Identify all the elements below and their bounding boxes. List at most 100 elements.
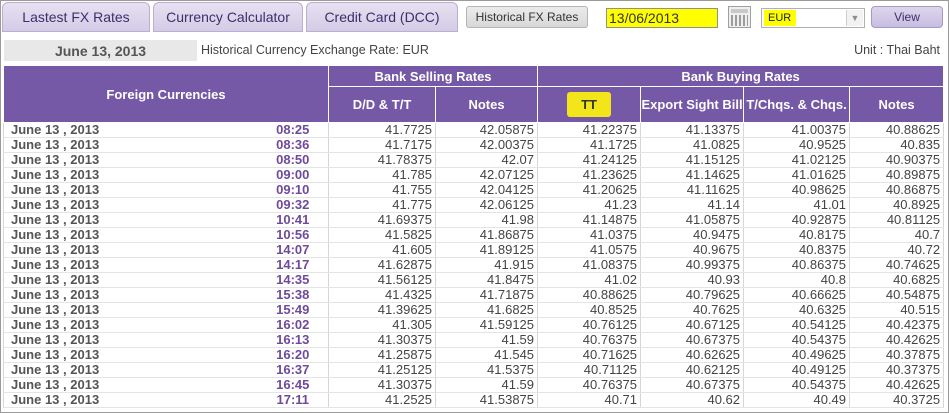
cell-export-sight-bill: 40.7625: [640, 302, 745, 318]
cell-dd-tt: 41.7175: [328, 137, 437, 153]
cell-time: 14:17: [257, 257, 330, 273]
cell-tchqs: 40.66625: [743, 287, 851, 303]
table-row: June 13 , 2013 14:35 41.56125 41.8475 41.02 4…: [3, 272, 945, 288]
cell-export-sight-bill: 40.67375: [640, 332, 745, 348]
cell-notes-selling: 41.59: [435, 377, 539, 393]
header-tt-label: TT: [567, 92, 611, 117]
cell-dd-tt: 41.5825: [328, 227, 437, 243]
table-row: June 13 , 2013 16:02 41.305 41.59125 40.7612…: [3, 317, 945, 333]
cell-date: June 13 , 2013: [3, 197, 258, 213]
cell-time: 10:41: [257, 212, 330, 228]
cell-notes-buying: 40.42625: [849, 377, 945, 393]
cell-export-sight-bill: 40.62125: [640, 362, 745, 378]
cell-dd-tt: 41.78375: [328, 152, 437, 168]
table-row: June 13 , 2013 08:50 41.78375 42.07 41.24125…: [3, 152, 945, 168]
header-bank-selling-rates: Bank Selling Rates: [328, 65, 539, 87]
cell-date: June 13 , 2013: [3, 257, 258, 273]
cell-dd-tt: 41.56125: [328, 272, 437, 288]
cell-tchqs: 40.9525: [743, 137, 851, 153]
cell-notes-buying: 40.3725: [849, 392, 945, 408]
cell-time: 09:10: [257, 182, 330, 198]
cell-export-sight-bill: 41.0825: [640, 137, 745, 153]
cell-date: June 13 , 2013: [3, 137, 258, 153]
cell-date: June 13 , 2013: [3, 332, 258, 348]
header-notes-buying: Notes: [849, 86, 945, 123]
cell-dd-tt: 41.69375: [328, 212, 437, 228]
cell-notes-selling: 41.8475: [435, 272, 539, 288]
cell-tchqs: 41.01: [743, 197, 851, 213]
cell-tchqs: 40.54125: [743, 317, 851, 333]
cell-tt: 40.76375: [537, 332, 642, 348]
cell-notes-selling: 42.06125: [435, 197, 539, 213]
cell-date: June 13 , 2013: [3, 227, 258, 243]
cell-export-sight-bill: 40.79625: [640, 287, 745, 303]
unit-label: Unit : Thai Baht: [854, 43, 940, 57]
cell-tt: 41.14875: [537, 212, 642, 228]
cell-time: 09:00: [257, 167, 330, 183]
cell-notes-selling: 41.5375: [435, 362, 539, 378]
calendar-icon[interactable]: [728, 6, 751, 28]
cell-export-sight-bill: 41.13375: [640, 122, 745, 138]
cell-notes-buying: 40.37875: [849, 347, 945, 363]
cell-tchqs: 40.49625: [743, 347, 851, 363]
cell-notes-buying: 40.8925: [849, 197, 945, 213]
date-input[interactable]: [606, 8, 718, 28]
cell-date: June 13 , 2013: [3, 317, 258, 333]
cell-dd-tt: 41.7725: [328, 122, 437, 138]
cell-dd-tt: 41.775: [328, 197, 437, 213]
cell-notes-selling: 42.07: [435, 152, 539, 168]
cell-tt: 40.88625: [537, 287, 642, 303]
tab-credit-card-dcc[interactable]: Credit Card (DCC): [306, 2, 458, 32]
cell-notes-selling: 42.04125: [435, 182, 539, 198]
cell-notes-buying: 40.54875: [849, 287, 945, 303]
cell-tt: 41.0375: [537, 227, 642, 243]
cell-notes-selling: 41.53875: [435, 392, 539, 408]
view-button[interactable]: View: [871, 6, 943, 28]
cell-date: June 13 , 2013: [3, 167, 258, 183]
tab-latest-fx-rates[interactable]: Lastest FX Rates: [2, 2, 150, 32]
table-row: June 13 , 2013 16:20 41.25875 41.545 40.7162…: [3, 347, 945, 363]
cell-tt: 41.24125: [537, 152, 642, 168]
cell-notes-buying: 40.42375: [849, 317, 945, 333]
cell-tt: 41.23: [537, 197, 642, 213]
cell-tchqs: 40.54375: [743, 332, 851, 348]
table-row: June 13 , 2013 17:11 41.2525 41.53875 40.71 4…: [3, 392, 945, 408]
cell-tchqs: 40.86375: [743, 257, 851, 273]
cell-date: June 13 , 2013: [3, 182, 258, 198]
tab-historical-fx-rates[interactable]: Historical FX Rates: [466, 6, 588, 28]
cell-notes-selling: 41.59: [435, 332, 539, 348]
cell-dd-tt: 41.785: [328, 167, 437, 183]
cell-dd-tt: 41.4325: [328, 287, 437, 303]
cell-notes-selling: 42.00375: [435, 137, 539, 153]
cell-tt: 41.23625: [537, 167, 642, 183]
currency-select[interactable]: EUR ▼: [761, 8, 865, 28]
cell-export-sight-bill: 41.14: [640, 197, 745, 213]
tab-bar: Lastest FX Rates Currency Calculator Cre…: [0, 0, 949, 34]
chevron-down-icon[interactable]: ▼: [846, 10, 863, 26]
cell-tt: 40.8525: [537, 302, 642, 318]
tab-currency-calculator[interactable]: Currency Calculator: [153, 2, 303, 32]
header-bank-buying-rates: Bank Buying Rates: [537, 65, 945, 87]
cell-dd-tt: 41.755: [328, 182, 437, 198]
cell-export-sight-bill: 40.9675: [640, 242, 745, 258]
cell-tchqs: 40.8: [743, 272, 851, 288]
table-row: June 13 , 2013 08:25 41.7725 42.05875 41.223…: [3, 122, 945, 138]
cell-notes-buying: 40.37375: [849, 362, 945, 378]
cell-tchqs: 41.00375: [743, 122, 851, 138]
table-row: June 13 , 2013 16:37 41.25125 41.5375 40.711…: [3, 362, 945, 378]
cell-notes-selling: 41.86875: [435, 227, 539, 243]
rates-table: Foreign Currencies Bank Selling Rates Ba…: [2, 65, 945, 408]
cell-tchqs: 40.6325: [743, 302, 851, 318]
cell-tt: 40.71125: [537, 362, 642, 378]
cell-time: 09:32: [257, 197, 330, 213]
table-row: June 13 , 2013 16:13 41.30375 41.59 40.76375…: [3, 332, 945, 348]
cell-notes-buying: 40.86875: [849, 182, 945, 198]
cell-date: June 13 , 2013: [3, 302, 258, 318]
cell-notes-buying: 40.90375: [849, 152, 945, 168]
cell-date: June 13 , 2013: [3, 212, 258, 228]
cell-time: 08:25: [257, 122, 330, 138]
cell-notes-selling: 41.915: [435, 257, 539, 273]
cell-notes-buying: 40.72: [849, 242, 945, 258]
cell-date: June 13 , 2013: [3, 242, 258, 258]
cell-date: June 13 , 2013: [3, 347, 258, 363]
